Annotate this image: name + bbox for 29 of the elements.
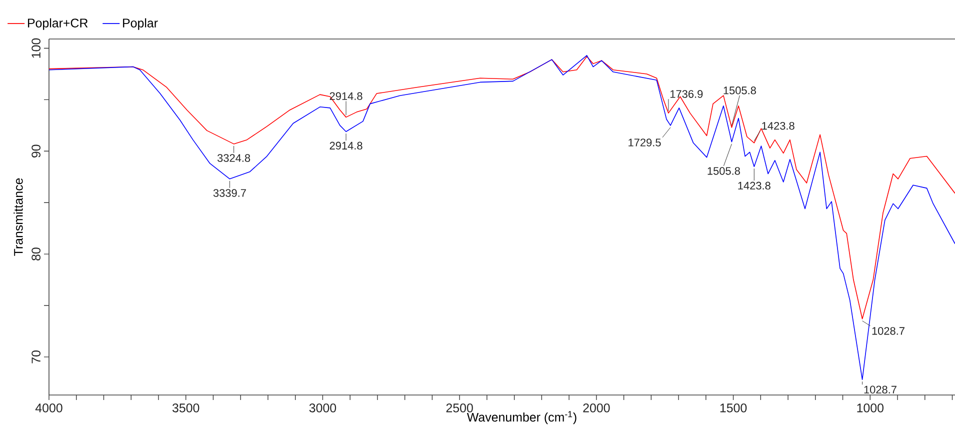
x-tick-label: 3500: [172, 404, 200, 412]
x-axis-title: Wavenumber (cm$^{-1}$): [466, 411, 576, 424]
x-tick-label: 2500: [446, 404, 473, 412]
y-axis-title: Transmittance: [14, 178, 23, 256]
legend-label: Poplar: [123, 18, 158, 30]
x-tick-label: 2000: [583, 404, 610, 412]
annotation: 1028.7: [864, 386, 896, 394]
y-tick-label: 100: [32, 38, 40, 58]
annotation: 1729.5: [628, 138, 661, 146]
annotation: 1736.9: [670, 90, 703, 98]
y-tick-label: 70: [32, 350, 40, 364]
annotation: 1505.8: [708, 167, 740, 175]
x-tick-label: 3000: [309, 404, 336, 412]
line-series: [48, 55, 955, 380]
line-series: [48, 56, 955, 320]
annotation: 1423.8: [738, 182, 770, 190]
annotation: 3339.7: [213, 189, 246, 197]
annotation: 1423.8: [762, 122, 794, 130]
annotation: 2914.8: [330, 92, 362, 100]
legend-label: Poplar+CR: [28, 18, 88, 30]
annotation: 1505.8: [724, 86, 756, 94]
y-tick-label: 90: [32, 144, 40, 158]
annotation: 2914.8: [330, 142, 362, 150]
annotation: 3324.8: [217, 154, 250, 162]
y-tick-label: 80: [32, 248, 40, 260]
x-tick-label: 1500: [720, 404, 747, 412]
x-tick-label: 4000: [35, 404, 62, 412]
x-tick-label: 1000: [857, 404, 884, 412]
annotation: 1028.7: [872, 327, 904, 335]
